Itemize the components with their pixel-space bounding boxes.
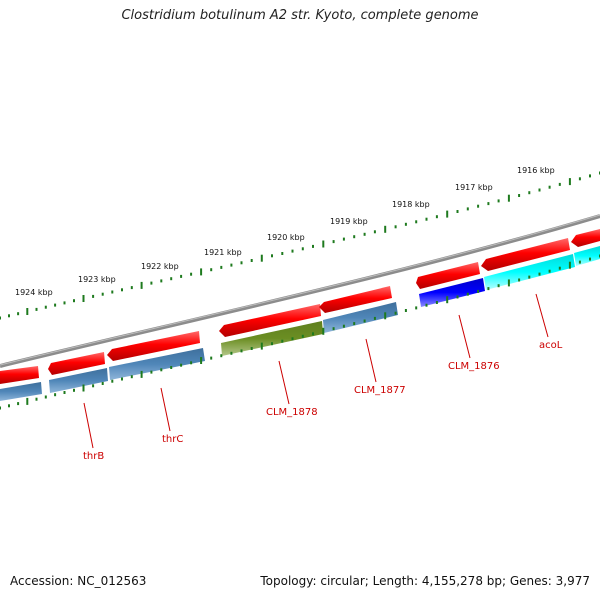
tick-label-1921: 1921 kbp — [204, 248, 242, 257]
gene-forward-1[interactable] — [0, 366, 39, 384]
leader-acoL — [535, 293, 549, 338]
gene-forward-right[interactable] — [571, 229, 600, 247]
gene-forward-CLM_1877[interactable] — [319, 286, 392, 313]
gene-labels: thrB thrC CLM_1878 CLM_1877 CLM_1876 aco… — [83, 340, 563, 462]
genome-backbone — [0, 214, 600, 368]
gene-label-CLM_1878[interactable]: CLM_1878 — [266, 407, 318, 418]
leader-CLM_1878 — [278, 360, 290, 405]
kbp-tick-labels: 1924 kbp 1923 kbp 1922 kbp 1921 kbp 1920… — [15, 166, 555, 297]
feature-bar-CLM_1876[interactable] — [419, 278, 485, 307]
tick-label-1924: 1924 kbp — [15, 288, 53, 297]
tick-label-1919: 1919 kbp — [330, 217, 368, 226]
gene-label-CLM_1876[interactable]: CLM_1876 — [448, 361, 500, 372]
gene-forward-thrC[interactable] — [107, 331, 200, 361]
genome-summary-text: Topology: circular; Length: 4,155,278 bp… — [260, 574, 590, 588]
feature-bar-CLM_1877[interactable] — [323, 302, 398, 333]
genome-backbone-highlight — [0, 214, 600, 366]
gene-forward-CLM_1878[interactable] — [219, 304, 321, 337]
gene-label-acoL[interactable]: acoL — [539, 340, 563, 351]
leader-CLM_1876 — [458, 314, 471, 359]
major-ticks-outer — [26, 178, 571, 315]
minor-ticks-inner — [0, 254, 600, 410]
feature-bar-thrB[interactable] — [49, 368, 108, 393]
feature-bar-CLM_1878[interactable] — [221, 321, 323, 356]
gene-label-thrC[interactable]: thrC — [162, 434, 183, 445]
feature-bars — [0, 246, 600, 401]
tick-label-1918: 1918 kbp — [392, 200, 430, 209]
tick-label-1922: 1922 kbp — [141, 262, 179, 271]
tick-label-1916: 1916 kbp — [517, 166, 555, 175]
leader-thrC — [160, 387, 171, 432]
feature-bar-thrC[interactable] — [109, 348, 205, 380]
gene-forward-thrB[interactable] — [48, 352, 105, 375]
gene-forward-acoL[interactable] — [481, 238, 570, 271]
inner-tick-track — [0, 254, 600, 410]
tick-label-1920: 1920 kbp — [267, 233, 305, 242]
minor-ticks-outer — [0, 171, 600, 320]
gene-label-CLM_1877[interactable]: CLM_1877 — [354, 385, 406, 396]
feature-bar-acoL[interactable] — [484, 254, 575, 290]
feature-bar-1[interactable] — [0, 382, 42, 401]
leader-thrB — [83, 402, 94, 449]
gene-forward-CLM_1876[interactable] — [416, 262, 480, 289]
tick-label-1923: 1923 kbp — [78, 275, 116, 284]
major-ticks-inner — [26, 261, 571, 405]
outer-tick-track: 1924 kbp 1923 kbp 1922 kbp 1921 kbp 1920… — [0, 166, 600, 320]
map-title: Clostridium botulinum A2 str. Kyoto, com… — [121, 8, 479, 23]
leader-CLM_1877 — [365, 338, 377, 383]
feature-bar-right[interactable] — [574, 246, 600, 266]
accession-text: Accession: NC_012563 — [10, 574, 147, 588]
tick-label-1917: 1917 kbp — [455, 183, 493, 192]
gene-label-thrB[interactable]: thrB — [83, 451, 104, 462]
label-leader-lines — [83, 293, 549, 449]
forward-strand-genes — [0, 229, 600, 384]
